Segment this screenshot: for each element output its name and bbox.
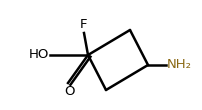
Text: F: F (80, 18, 87, 31)
Text: O: O (64, 85, 75, 98)
Text: NH₂: NH₂ (166, 59, 191, 72)
Text: HO: HO (28, 49, 49, 61)
